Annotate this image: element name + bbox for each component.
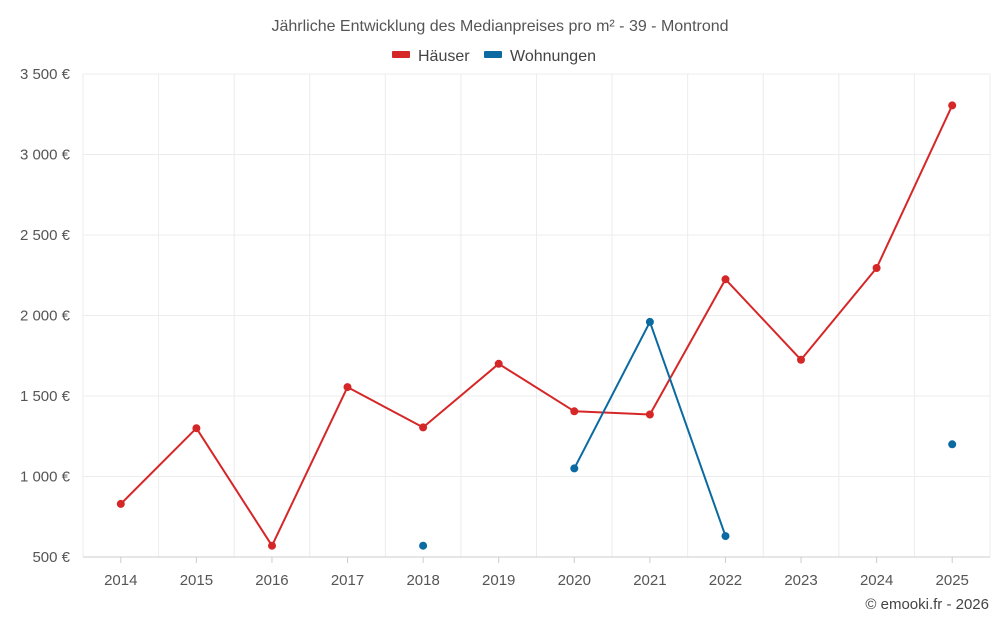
x-tick-label: 2018 <box>406 572 439 589</box>
x-tick-label: 2024 <box>860 572 893 589</box>
series-line-wohnungen <box>573 320 727 537</box>
y-tick-label: 2 500 € <box>20 227 71 244</box>
data-point-haeuser[interactable] <box>570 407 579 416</box>
y-tick-label: 1 000 € <box>20 469 71 486</box>
credit-text: © emooki.fr - 2026 <box>865 596 989 613</box>
series-wohnungen <box>419 317 957 550</box>
y-tick-label: 500 € <box>32 549 70 566</box>
chart-title: Jährliche Entwicklung des Medianpreises … <box>271 18 728 35</box>
data-point-haeuser[interactable] <box>343 383 352 392</box>
data-point-haeuser[interactable] <box>494 359 503 368</box>
series-haeuser <box>116 101 957 550</box>
legend-item-haeuser[interactable]: Häuser <box>392 48 470 65</box>
data-point-haeuser[interactable] <box>797 355 805 364</box>
data-point-haeuser[interactable] <box>645 410 654 419</box>
y-tick-label: 2 000 € <box>20 308 71 325</box>
data-point-haeuser[interactable] <box>419 423 428 432</box>
x-tick-label: 2021 <box>633 572 666 589</box>
data-point-haeuser[interactable] <box>872 264 881 272</box>
series-layer <box>116 101 957 550</box>
data-point-wohnungen[interactable] <box>570 464 579 473</box>
data-point-wohnungen[interactable] <box>645 317 654 326</box>
x-tick-label: 2023 <box>784 572 817 589</box>
y-tick-label: 3 000 € <box>20 147 71 164</box>
data-point-haeuser[interactable] <box>948 101 957 110</box>
x-tick-label: 2022 <box>709 572 742 589</box>
grid <box>82 73 991 557</box>
x-tick-label: 2015 <box>180 572 213 589</box>
x-tick-label: 2025 <box>936 572 969 589</box>
data-point-haeuser[interactable] <box>721 275 730 284</box>
x-tick-label: 2016 <box>255 572 288 589</box>
legend-label-haeuser: Häuser <box>418 48 470 65</box>
data-point-haeuser[interactable] <box>268 541 276 550</box>
data-point-wohnungen[interactable] <box>721 532 730 541</box>
legend-swatch-haeuser <box>392 51 410 58</box>
data-point-haeuser[interactable] <box>192 424 201 433</box>
x-tick-label: 2014 <box>104 572 137 589</box>
series-line-haeuser <box>120 104 954 547</box>
y-tick-label: 1 500 € <box>20 388 71 405</box>
legend: Häuser Wohnungen <box>392 48 596 65</box>
legend-label-wohnungen: Wohnungen <box>510 48 596 65</box>
data-point-wohnungen[interactable] <box>948 440 957 449</box>
legend-swatch-wohnungen <box>484 51 502 58</box>
data-point-haeuser[interactable] <box>116 499 125 508</box>
x-tick-label: 2019 <box>482 572 515 589</box>
x-axis: 2014 2015 2016 2017 2018 2019 2020 2021 2022 2023… <box>83 556 990 589</box>
x-tick-label: 2020 <box>558 572 591 589</box>
y-tick-label: 3 500 € <box>20 66 71 83</box>
legend-item-wohnungen[interactable]: Wohnungen <box>484 48 596 65</box>
data-point-wohnungen[interactable] <box>419 541 428 550</box>
y-axis: 500 € 1 000 € 1 500 € 2 000 € 2 500 € 3 000 €… <box>20 66 71 566</box>
x-tick-label: 2017 <box>331 572 364 589</box>
